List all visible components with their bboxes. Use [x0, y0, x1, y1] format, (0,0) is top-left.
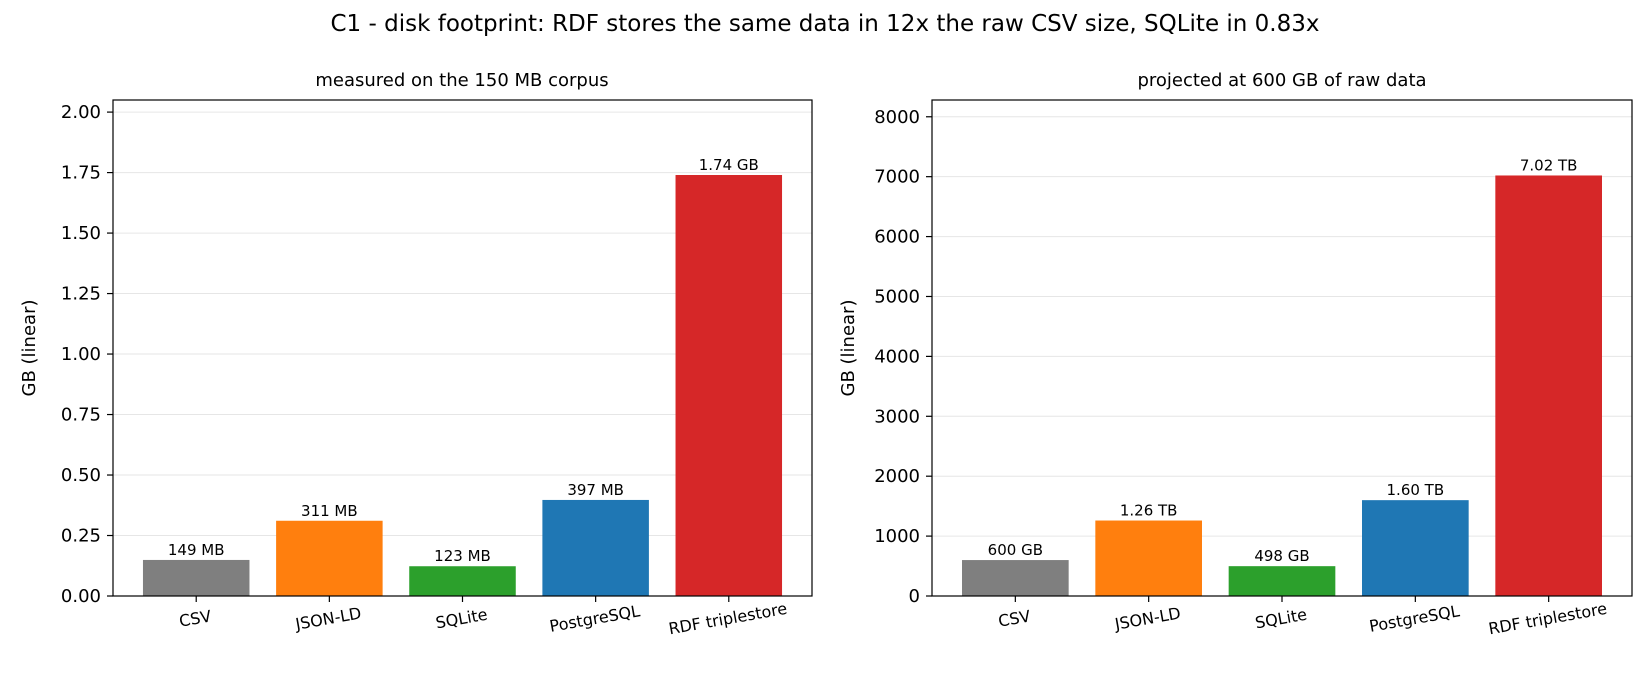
- bar-json-ld: [276, 520, 383, 596]
- bar-sqlite: [409, 566, 516, 596]
- bar-postgresql: [1362, 500, 1469, 596]
- x-tick-label: RDF triplestore: [1487, 599, 1608, 639]
- y-tick-label: 1.00: [61, 344, 101, 365]
- x-tick-label: JSON-LD: [293, 603, 363, 633]
- bar-data-label: 1.26 TB: [1120, 502, 1178, 520]
- x-tick-label: PostgreSQL: [548, 601, 641, 636]
- bar-sqlite: [1228, 566, 1336, 596]
- bar-data-label: 1.74 GB: [699, 156, 759, 174]
- bar-data-label: 498 GB: [1254, 547, 1309, 565]
- x-tick-label: PostgreSQL: [1368, 601, 1461, 636]
- y-tick-label: 1.50: [61, 223, 101, 244]
- y-tick-label: 4000: [874, 346, 920, 367]
- bar-data-label: 149 MB: [168, 541, 225, 559]
- bar-json-ld: [1095, 520, 1202, 596]
- y-tick-label: 0.75: [61, 405, 101, 426]
- y-tick-label: 7000: [874, 167, 920, 188]
- bar-data-label: 311 MB: [301, 502, 358, 520]
- y-tick-label: 6000: [874, 227, 920, 248]
- y-tick-label: 0.25: [61, 526, 101, 547]
- chart-panel-measured: measured on the 150 MB corpus 149 MB 311 M…: [19, 70, 813, 639]
- figure-title: C1 - disk footprint: RDF stores the same…: [331, 11, 1320, 37]
- y-axis-label: GB (linear): [19, 300, 40, 397]
- y-tick-label: 0.00: [61, 586, 101, 607]
- bar-rdf-triplestore: [675, 175, 783, 596]
- y-tick-label: 5000: [874, 286, 920, 307]
- bar-rdf-triplestore: [1495, 175, 1602, 596]
- y-tick-label: 3000: [874, 406, 920, 427]
- y-tick-label: 1.75: [61, 163, 101, 184]
- y-tick-label: 0.50: [61, 465, 101, 486]
- x-tick-label: JSON-LD: [1112, 603, 1182, 633]
- x-tick-label: RDF triplestore: [667, 599, 788, 639]
- y-tick-label: 1000: [874, 526, 920, 547]
- panel-title: projected at 600 GB of raw data: [1137, 70, 1426, 91]
- x-tick-label: CSV: [997, 606, 1032, 630]
- y-tick-label: 1.25: [61, 284, 101, 305]
- y-tick-label: 8000: [874, 107, 920, 128]
- bar-data-label: 397 MB: [567, 481, 624, 499]
- x-tick-label: SQLite: [1254, 605, 1309, 633]
- y-axis-label: GB (linear): [838, 300, 859, 397]
- bar-data-label: 600 GB: [988, 541, 1043, 559]
- y-tick-label: 0: [909, 586, 920, 607]
- bar-csv: [962, 560, 1069, 596]
- bar-postgresql: [542, 499, 649, 596]
- chart-panel-projected: projected at 600 GB of raw data 600 GB 1.2…: [838, 70, 1633, 639]
- panel-title: measured on the 150 MB corpus: [315, 70, 608, 91]
- bar-csv: [142, 559, 250, 596]
- x-tick-label: SQLite: [434, 605, 489, 633]
- bar-data-label: 1.60 TB: [1387, 481, 1445, 499]
- bar-data-label: 123 MB: [434, 547, 491, 565]
- y-tick-label: 2000: [874, 466, 920, 487]
- x-tick-label: CSV: [178, 606, 213, 630]
- bar-data-label: 7.02 TB: [1520, 156, 1578, 174]
- y-tick-label: 2.00: [61, 102, 101, 123]
